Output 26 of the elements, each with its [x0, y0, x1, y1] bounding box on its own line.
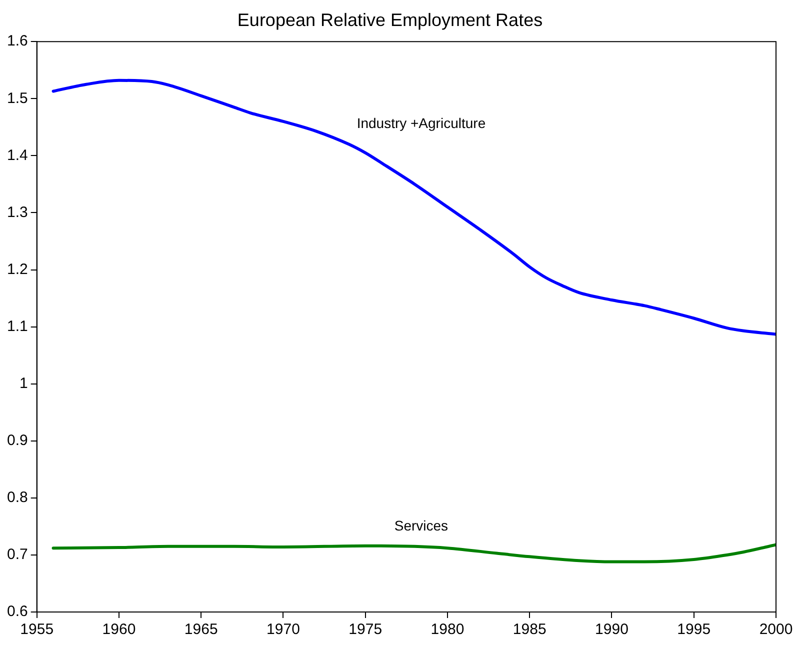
series-label: Industry +Agriculture — [356, 115, 486, 132]
line-series — [52, 78, 776, 336]
line-series — [52, 543, 776, 564]
y-tick-label: 0.8 — [6, 489, 28, 506]
x-tick-label: 1985 — [512, 621, 546, 638]
y-tick-label: 0.6 — [6, 603, 28, 620]
x-tick-label: 1960 — [102, 621, 136, 638]
y-tick-label: 1.3 — [6, 204, 28, 221]
y-tick-label: 1.5 — [6, 90, 28, 107]
x-tick-label: 1995 — [677, 621, 711, 638]
y-tick-label: 1.6 — [6, 32, 28, 50]
y-tick-label: 1.1 — [6, 318, 28, 335]
y-tick-label: 0.9 — [6, 432, 28, 450]
x-tick-label: 1980 — [430, 621, 464, 638]
x-tick-label: 1965 — [184, 621, 218, 638]
y-tick-label: 1.4 — [6, 146, 28, 164]
x-tick-label: 1975 — [348, 621, 382, 638]
x-tick-label: 1970 — [266, 621, 300, 638]
x-tick-label: 1990 — [595, 621, 628, 638]
chart-title: European Relative Employment Rates — [237, 10, 543, 30]
y-tick-label: 1.2 — [6, 260, 28, 278]
series-label: Services — [394, 517, 448, 534]
y-tick-label: 1 — [20, 374, 28, 392]
y-tick-label: 0.7 — [6, 546, 28, 564]
x-tick-label: 2000 — [759, 621, 793, 638]
x-tick-label: 1955 — [20, 621, 54, 638]
